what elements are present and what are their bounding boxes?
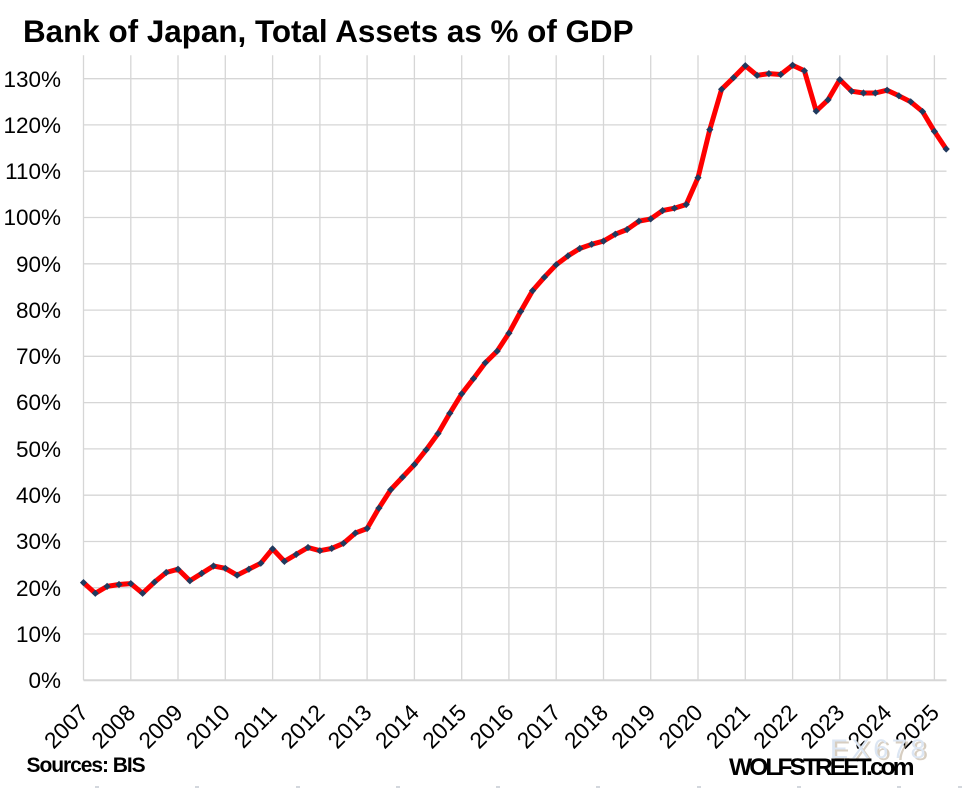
svg-text:2019: 2019 (606, 699, 660, 753)
svg-text:2014: 2014 (370, 699, 424, 753)
svg-text:2012: 2012 (275, 699, 329, 753)
svg-text:2016: 2016 (464, 699, 518, 753)
svg-text:2008: 2008 (86, 699, 140, 753)
svg-text:2020: 2020 (653, 699, 707, 753)
svg-text:2021: 2021 (701, 699, 755, 753)
svg-text:2017: 2017 (512, 699, 566, 753)
svg-text:2022: 2022 (748, 699, 802, 753)
svg-text:2018: 2018 (559, 699, 613, 753)
svg-text:2011: 2011 (229, 700, 282, 753)
svg-text:2010: 2010 (181, 699, 235, 753)
svg-text:2007: 2007 (39, 699, 93, 753)
svg-text:2013: 2013 (322, 699, 376, 753)
svg-text:2009: 2009 (133, 699, 187, 753)
svg-text:2015: 2015 (417, 699, 471, 753)
